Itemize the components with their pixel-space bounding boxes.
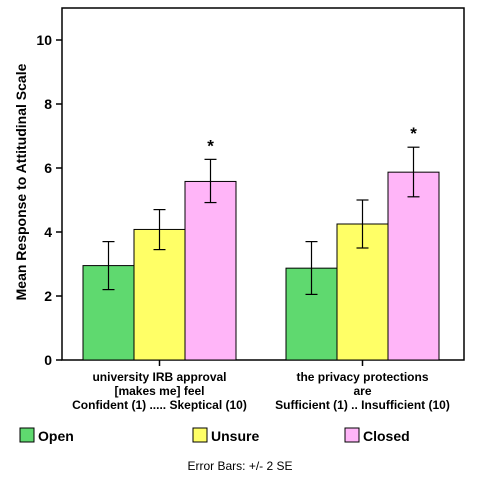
y-tick-label: 0 — [44, 352, 52, 368]
significance-marker: * — [207, 136, 214, 155]
legend-label-closed: Closed — [363, 428, 410, 444]
legend-label-unsure: Unsure — [211, 428, 259, 444]
legend-swatch-closed — [344, 427, 360, 443]
x-category-label: Sufficient (1) .. Insufficient (10) — [275, 398, 450, 412]
bar-closed — [184, 180, 237, 361]
y-tick-label: 4 — [44, 224, 52, 240]
y-axis-label: Mean Response to Attitudinal Scale — [13, 63, 29, 300]
x-category-label: [makes me] feel — [114, 384, 204, 398]
x-category-label: university IRB approval — [92, 370, 226, 384]
bar-closed — [387, 171, 440, 361]
significance-marker: * — [410, 124, 417, 143]
x-category-label: are — [353, 384, 371, 398]
y-tick-label: 10 — [36, 32, 52, 48]
legend-label-open: Open — [38, 428, 74, 444]
y-tick-label: 2 — [44, 288, 52, 304]
plot-area: 0 2 4 6 8 10 university IRB approval[makes me]… — [19, 7, 465, 444]
x-category-label: the privacy protections — [296, 370, 428, 384]
error-bars-footnote: Error Bars: +/- 2 SE — [187, 459, 292, 473]
x-category-label: Confident (1) ..... Skeptical (10) — [72, 398, 247, 412]
y-tick-label: 6 — [44, 160, 52, 176]
y-tick-label: 8 — [44, 96, 52, 112]
plot-frame — [61, 7, 465, 361]
legend-swatch-unsure — [192, 427, 208, 443]
legend-swatch-open — [19, 427, 35, 443]
